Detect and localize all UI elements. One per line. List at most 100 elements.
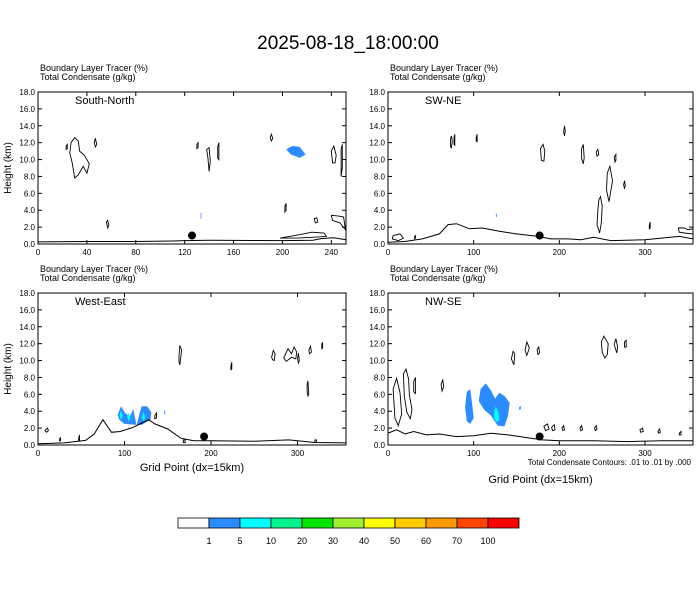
x-tick-label: 0 — [386, 449, 391, 458]
condensate-contour — [321, 341, 324, 350]
plot-frame — [387, 91, 694, 245]
y-tick-label: 2.0 — [374, 223, 386, 232]
y-tick-label: 4.0 — [374, 206, 386, 215]
tracer-region — [519, 406, 521, 410]
condensate-contour — [606, 164, 613, 202]
y-axis-title: Height (km) — [3, 343, 14, 395]
var-label-condensate: Total Condensate (g/kg) — [390, 273, 486, 283]
y-tick-label: 16.0 — [369, 306, 385, 315]
terrain-line — [38, 418, 346, 445]
tracer-region — [127, 412, 131, 422]
x-tick-label: 300 — [291, 449, 305, 458]
y-tick-label: 10.0 — [369, 357, 385, 366]
x-tick-label: 100 — [118, 449, 132, 458]
condensate-contour — [536, 345, 541, 356]
colorbar-label: 5 — [237, 536, 242, 546]
y-tick-label: 10.0 — [19, 156, 35, 165]
condensate-contour — [453, 134, 456, 147]
x-tick-label: 200 — [553, 449, 567, 458]
y-tick-label: 16.0 — [19, 105, 35, 114]
y-tick-label: 8.0 — [374, 172, 386, 181]
condensate-contour — [340, 144, 343, 177]
var-label-tracer: Boundary Layer Tracer (%) — [390, 264, 498, 274]
tracer-region — [200, 212, 202, 219]
x-tick-label: 240 — [325, 248, 339, 257]
section-label: West-East — [75, 296, 126, 308]
condensate-contour — [624, 339, 627, 348]
y-tick-label: 2.0 — [24, 424, 36, 433]
condensate-contour — [613, 338, 619, 354]
y-tick-label: 12.0 — [369, 340, 385, 349]
x-tick-label: 200 — [276, 248, 290, 257]
terrain-line — [388, 429, 693, 443]
plot-frame — [387, 292, 694, 446]
colorbar-label: 20 — [297, 536, 307, 546]
condensate-contour — [596, 195, 603, 234]
colorbar-swatch — [270, 517, 303, 529]
condensate-contour — [196, 141, 199, 150]
condensate-contour — [59, 437, 61, 442]
colorbar-swatch — [332, 517, 365, 529]
condensate-contour — [563, 125, 566, 136]
colorbar-label: 10 — [266, 536, 276, 546]
plot-area — [388, 125, 693, 243]
x-tick-label: 0 — [386, 248, 391, 257]
panel-nw-se: Boundary Layer Tracer (%)Total Condensat… — [369, 264, 694, 486]
condensate-contour — [561, 424, 566, 432]
plot-frame — [37, 91, 347, 245]
tracer-region — [494, 406, 500, 423]
var-label-tracer: Boundary Layer Tracer (%) — [40, 264, 148, 274]
condensate-contour — [284, 203, 287, 214]
x-tick-label: 100 — [467, 449, 481, 458]
colorbar-label: 30 — [328, 536, 338, 546]
panels-group: Boundary Layer Tracer (%)Total Condensat… — [3, 63, 694, 486]
condensate-contour — [308, 344, 312, 355]
section-label: South-North — [75, 95, 134, 107]
condensate-contour — [230, 362, 233, 371]
condensate-contour — [414, 234, 416, 240]
y-tick-label: 14.0 — [369, 122, 385, 131]
y-tick-label: 2.0 — [374, 424, 386, 433]
condensate-contour — [206, 146, 211, 172]
figure-title: 2025-08-18_18:00:00 — [257, 33, 439, 54]
location-marker — [535, 231, 544, 240]
condensate-contour — [217, 142, 220, 162]
condensate-contour — [413, 377, 416, 395]
condensate-contour — [524, 340, 530, 357]
y-tick-label: 16.0 — [19, 306, 35, 315]
condensate-contour — [330, 144, 337, 164]
condensate-contour — [69, 136, 90, 179]
terrain-line — [38, 237, 346, 243]
condensate-contour — [600, 335, 609, 359]
y-tick-label: 14.0 — [19, 122, 35, 131]
y-tick-label: 8.0 — [24, 172, 36, 181]
colorbar-label: 60 — [421, 536, 431, 546]
colorbar-swatch — [456, 517, 489, 529]
y-tick-label: 10.0 — [369, 156, 385, 165]
y-tick-label: 6.0 — [374, 390, 386, 399]
y-tick-label: 0.0 — [374, 441, 386, 450]
colorbar-label: 40 — [359, 536, 369, 546]
condensate-contour — [105, 219, 110, 230]
y-tick-label: 16.0 — [369, 105, 385, 114]
tracer-region — [117, 406, 152, 426]
colorbar-label: 50 — [390, 536, 400, 546]
condensate-contour — [551, 423, 556, 432]
condensate-contour — [154, 411, 157, 420]
y-tick-label: 12.0 — [19, 340, 35, 349]
condensate-contour — [269, 132, 274, 143]
tracer-region — [164, 409, 166, 415]
var-label-condensate: Total Condensate (g/kg) — [40, 72, 136, 82]
condensate-contour — [402, 367, 413, 421]
condensate-contour — [313, 217, 319, 224]
x-tick-label: 200 — [553, 248, 567, 257]
x-tick-label: 300 — [638, 449, 652, 458]
condensate-contour — [678, 430, 682, 436]
x-tick-label: 160 — [227, 248, 241, 257]
condensate-contour — [178, 345, 183, 365]
y-tick-label: 18.0 — [19, 289, 35, 298]
var-label-tracer: Boundary Layer Tracer (%) — [40, 63, 148, 73]
y-tick-label: 4.0 — [374, 407, 386, 416]
var-label-tracer: Boundary Layer Tracer (%) — [390, 63, 498, 73]
y-tick-label: 4.0 — [24, 206, 36, 215]
